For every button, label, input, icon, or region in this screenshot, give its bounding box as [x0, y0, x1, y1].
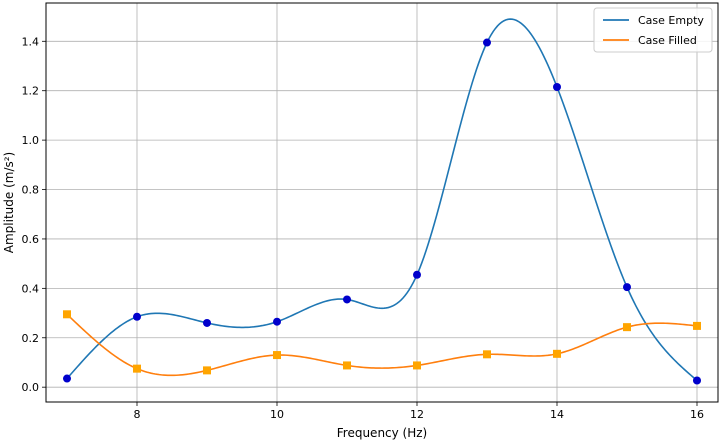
- x-axis-ticks: 8 10 12 14 16: [134, 402, 704, 421]
- data-point-series-1: [203, 318, 211, 327]
- data-point-series-2: [413, 361, 421, 370]
- x-axis-label: Frequency (Hz): [337, 426, 428, 440]
- data-point-series-1: [553, 83, 561, 91]
- data-point-series-1: [413, 270, 421, 279]
- data-point-series-2: [203, 366, 211, 375]
- y-tick-label: 1.4: [22, 35, 40, 48]
- data-point-series-2: [273, 351, 281, 360]
- series-line-1: [66, 18, 698, 382]
- y-axis-label: Amplitude (m/s²): [2, 152, 16, 253]
- data-point-series-2: [693, 321, 701, 330]
- plot-area-frame: [45, 2, 719, 403]
- data-point-series-2: [133, 364, 141, 373]
- data-point-series-2: [343, 361, 351, 370]
- x-tick-label: 12: [410, 408, 424, 421]
- data-point-series-2: [553, 349, 561, 358]
- grid: [46, 3, 718, 402]
- data-point-series-2: [623, 323, 631, 332]
- y-tick-label: 1.0: [22, 134, 40, 147]
- legend-label-1: Case Empty: [638, 14, 704, 27]
- y-tick-label: 0.4: [22, 282, 40, 295]
- x-tick-label: 8: [134, 408, 141, 421]
- data-point-series-1: [63, 374, 71, 383]
- legend-label-2: Case Filled: [638, 34, 697, 47]
- data-point-series-1: [483, 38, 491, 47]
- y-axis-ticks: 0.0 0.2 0.4 0.6 0.8 1.0 1.2 1.4: [22, 35, 46, 394]
- x-tick-label: 16: [690, 408, 704, 421]
- data-point-series-2: [63, 310, 71, 319]
- y-tick-label: 0.2: [22, 332, 40, 345]
- series-layer: [63, 18, 701, 385]
- x-tick-label: 10: [270, 408, 284, 421]
- y-tick-label: 0.8: [22, 184, 40, 197]
- legend-box: [593, 7, 713, 53]
- y-tick-label: 0.6: [22, 233, 40, 246]
- data-point-series-1: [273, 317, 281, 326]
- series-line-2: [66, 313, 698, 377]
- legend: Case Empty Case Filled: [593, 7, 713, 53]
- y-tick-label: 1.2: [22, 85, 40, 98]
- data-point-series-1: [623, 283, 631, 292]
- data-point-series-1: [343, 295, 351, 304]
- data-point-series-1: [693, 376, 701, 385]
- data-point-series-2: [483, 350, 491, 359]
- y-tick-label: 0.0: [22, 381, 40, 394]
- data-point-series-1: [133, 312, 141, 321]
- x-tick-label: 14: [550, 408, 564, 421]
